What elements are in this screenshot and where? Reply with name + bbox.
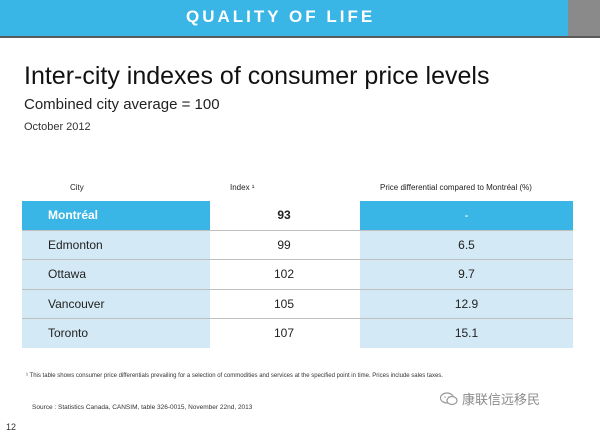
index-cell: 93 — [277, 208, 291, 223]
wechat-icon — [440, 391, 458, 405]
price-table: Montréal 93 - Edmonton 99 6.5 Ottawa 102… — [22, 201, 573, 348]
table-row: Edmonton 99 6.5 — [22, 230, 573, 260]
column-header-city: City — [70, 183, 84, 192]
diff-cell: 12.9 — [360, 289, 573, 318]
table-footnote: ¹ This table shows consumer price differ… — [26, 373, 443, 379]
source-note: Source : Statistics Canada, CANSIM, tabl… — [32, 404, 253, 411]
table-row: Montréal 93 - — [22, 201, 573, 231]
city-cell: Toronto — [22, 319, 210, 348]
page-date: October 2012 — [24, 121, 91, 133]
page-subtitle: Combined city average = 100 — [24, 96, 220, 113]
table-row: Toronto 107 15.1 — [22, 319, 573, 348]
banner-corner — [568, 0, 600, 36]
city-cell: Edmonton — [22, 230, 210, 259]
column-header-index: Index ¹ — [230, 183, 255, 192]
index-cell: 107 — [273, 326, 295, 341]
watermark-text: 康联信远移民 — [462, 392, 541, 407]
index-cell: 105 — [273, 296, 295, 311]
banner-rule — [0, 36, 600, 38]
city-cell: Montréal — [22, 201, 210, 230]
city-cell: Ottawa — [22, 260, 210, 289]
diff-cell: 15.1 — [360, 319, 573, 348]
diff-cell: 6.5 — [360, 230, 573, 259]
diff-cell: - — [360, 201, 573, 230]
page-title: Inter-city indexes of consumer price lev… — [24, 62, 490, 90]
table-row: Ottawa 102 9.7 — [22, 260, 573, 290]
city-cell: Vancouver — [22, 289, 210, 318]
diff-cell: 9.7 — [360, 260, 573, 289]
column-header-diff: Price differential compared to Montréal … — [380, 183, 532, 192]
banner-title: QUALITY OF LIFE — [186, 7, 376, 26]
watermark: 康联信远移民 — [440, 389, 540, 408]
table-row: Vancouver 105 12.9 — [22, 289, 573, 319]
index-cell: 99 — [277, 237, 291, 252]
index-cell: 102 — [273, 267, 295, 282]
section-banner: QUALITY OF LIFE — [0, 0, 600, 36]
page-number: 12 — [6, 422, 17, 432]
